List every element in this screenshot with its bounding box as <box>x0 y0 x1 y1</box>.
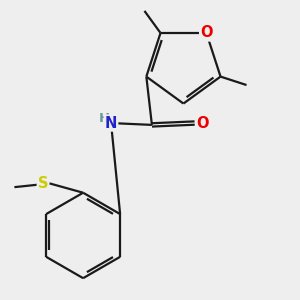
Text: S: S <box>38 176 48 191</box>
Text: O: O <box>196 116 209 130</box>
Text: O: O <box>200 26 213 40</box>
Text: N: N <box>105 116 117 130</box>
Text: H: H <box>99 112 110 125</box>
